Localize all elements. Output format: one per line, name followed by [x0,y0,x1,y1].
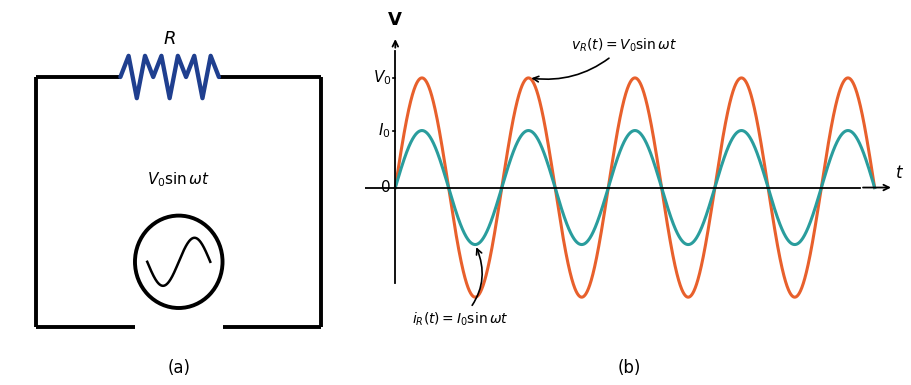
Text: $i_R(t) = I_0 \sin \omega t$: $i_R(t) = I_0 \sin \omega t$ [412,249,508,328]
Text: $v_R(t) = V_0 \sin \omega t$: $v_R(t) = V_0 \sin \omega t$ [532,36,677,82]
Text: $I_0$: $I_0$ [378,121,391,140]
Text: R: R [163,30,176,47]
Text: $\mathbf{V}$: $\mathbf{V}$ [387,11,403,29]
Text: (a): (a) [167,359,190,377]
Text: $t$: $t$ [894,164,903,182]
Text: $V_0 \sin \omega t$: $V_0 \sin \omega t$ [147,170,210,189]
Text: $V_0$: $V_0$ [372,69,391,87]
Text: 0: 0 [381,180,391,195]
Text: (b): (b) [617,359,640,377]
